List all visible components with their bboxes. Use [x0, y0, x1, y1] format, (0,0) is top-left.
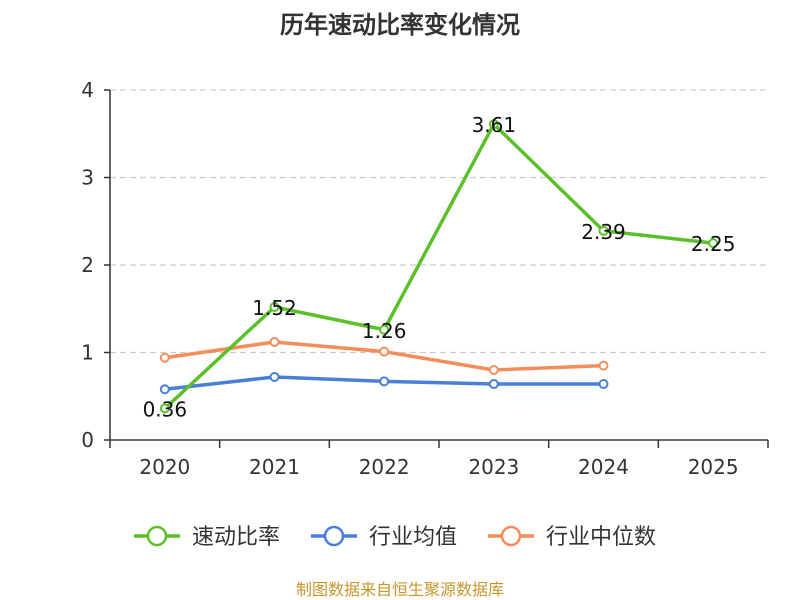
data-label: 1.26 [362, 319, 407, 343]
x-tick-label: 2022 [359, 455, 410, 479]
x-tick-label: 2021 [249, 455, 300, 479]
grid [110, 89, 768, 354]
series-layer [159, 119, 719, 414]
legend-label: 速动比率 [192, 525, 280, 550]
data-label: 2.39 [581, 220, 626, 244]
x-tick-label: 2023 [468, 455, 519, 479]
data-label: 3.61 [472, 113, 517, 137]
axes: 0 1 2 3 4 2020 2021 2022 2023 2024 2025 [81, 78, 769, 479]
data-point [159, 384, 170, 395]
data-point [379, 324, 390, 335]
chart-title: 历年速动比率变化情况 [280, 11, 520, 39]
y-tick-label: 1 [81, 341, 94, 365]
legend-marker-icon [500, 525, 522, 547]
legend-marker-icon [323, 525, 345, 547]
y-tick-label: 3 [81, 166, 94, 190]
x-tick-label: 2024 [578, 455, 629, 479]
data-point [598, 379, 609, 389]
data-point [708, 238, 719, 249]
y-tick-label: 0 [81, 428, 94, 452]
data-point [488, 379, 499, 389]
data-point [269, 302, 280, 312]
x-tick-label: 2025 [688, 455, 739, 479]
legend-label: 行业均值 [369, 525, 457, 550]
data-point [379, 376, 390, 387]
series-line [163, 122, 715, 411]
data-point [269, 337, 280, 347]
data-point [488, 365, 499, 375]
legend: 速动比率 行业均值 行业中位数 [134, 525, 656, 550]
data-point [598, 360, 609, 371]
y-tick-label: 2 [81, 253, 94, 277]
data-point [159, 403, 170, 414]
data-label-layer: 0.36 1.52 1.26 3.61 2.39 2.25 [143, 113, 736, 421]
data-label: 0.36 [143, 398, 188, 422]
data-label: 1.52 [252, 296, 297, 320]
y-tick-label: 4 [81, 78, 94, 102]
data-point [269, 372, 280, 382]
source-note: 制图数据来自恒生聚源数据库 [296, 580, 504, 599]
data-point [598, 225, 609, 236]
legend-label: 行业中位数 [546, 525, 656, 550]
data-point [488, 119, 499, 130]
data-point [159, 352, 170, 363]
data-label: 2.25 [691, 232, 736, 256]
x-tick-label: 2020 [139, 455, 190, 479]
data-point [379, 346, 390, 357]
legend-marker-icon [146, 525, 168, 547]
